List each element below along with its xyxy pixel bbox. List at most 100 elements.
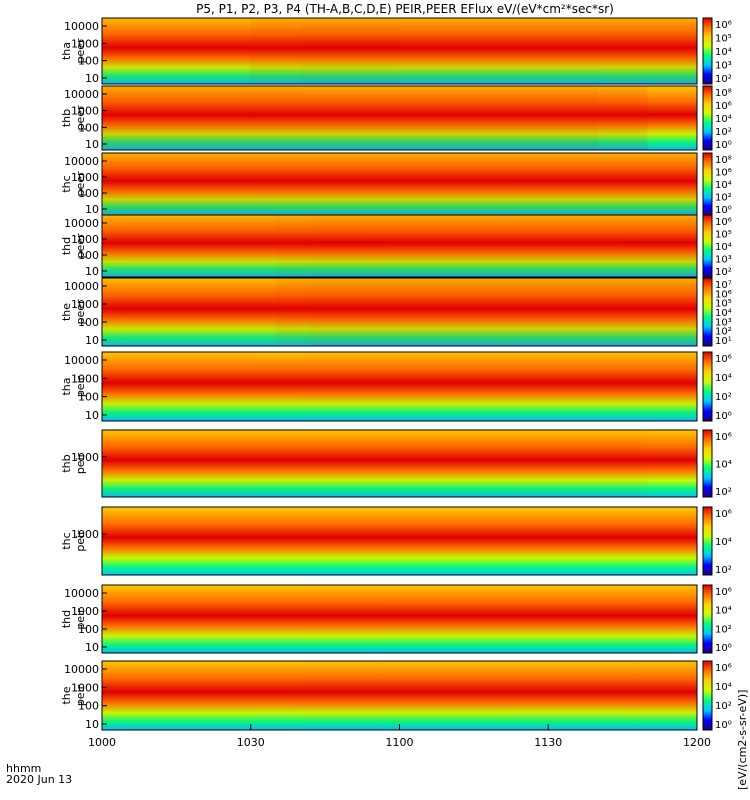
profile-segment [102, 215, 276, 277]
panel-species-label: peir [74, 452, 87, 474]
colorbar-tick-label: 10⁴ [715, 606, 732, 617]
colorbar-tick-label: 10⁶ [715, 20, 732, 31]
panel-species-label: peer [74, 105, 87, 131]
colorbar-tick-label: 10² [715, 392, 732, 403]
y-tick-label: 10 [85, 718, 99, 731]
colorbar-tick-label: 10⁶ [715, 168, 732, 179]
colorbar-tick-label: 10³ [715, 61, 732, 72]
y-tick-label: 10000 [64, 280, 99, 293]
colorbar-tick-label: 10⁸ [715, 88, 732, 99]
colorbar-tick-label: 10⁵ [715, 299, 732, 310]
y-tick-label: 10 [85, 641, 99, 654]
panel-frame [101, 429, 698, 498]
panel-the-peer: 10000 1000 100 10 the peer 10⁷10⁶10⁵10⁴10³10²1… [60, 277, 732, 347]
panel-frame [101, 506, 698, 576]
y-tick-label: 100 [78, 249, 99, 262]
panel-frame [101, 351, 698, 422]
y-tick-label: 100 [78, 121, 99, 134]
y-tick-label: 100 [78, 700, 99, 713]
colorbar-tick-label: 10⁴ [715, 460, 732, 471]
y-tick-label: 1000 [71, 528, 99, 541]
panel-spectrogram [102, 585, 697, 653]
profile-segment [300, 585, 697, 653]
colorbar-tick-label: 10⁶ [715, 663, 732, 674]
colorbar [702, 660, 713, 731]
profile-segment [399, 18, 598, 84]
colorbar-tick-label: 10² [715, 327, 732, 338]
colorbar-tick-label: 10² [715, 127, 732, 138]
profile-segment [102, 153, 697, 215]
colorbar-tick-label: 10⁰ [715, 411, 732, 422]
profile-segment [647, 430, 697, 497]
colorbar [702, 506, 713, 576]
colorbar-tick-label: 10² [715, 565, 732, 576]
y-tick-label: 10 [85, 72, 99, 85]
colorbar-label: [eV/(cm2-s-sr-eV)] [736, 690, 749, 790]
x-label-time: hhmm [6, 762, 41, 775]
profile-segment [310, 215, 697, 277]
y-tick-label: 10000 [64, 217, 99, 230]
x-tick-label: 1130 [534, 736, 562, 749]
panel-spectrogram [102, 86, 697, 150]
colorbar-tick-label: 10⁰ [715, 140, 732, 151]
colorbar-tick-label: 10⁷ [715, 280, 732, 291]
colorbar-tick-label: 10⁶ [715, 101, 732, 112]
colorbar [702, 85, 713, 151]
colorbar-tick-label: 10⁶ [715, 432, 732, 443]
profile-segment [102, 86, 598, 150]
panel-spectrogram [102, 18, 697, 84]
colorbar-tick-label: 10⁶ [715, 217, 732, 228]
panel-probe-label: thc [60, 532, 73, 549]
y-tick-label: 100 [78, 623, 99, 636]
panel-probe-label: tha [60, 42, 73, 60]
y-tick-label: 10000 [64, 663, 99, 676]
y-tick-label: 10 [85, 265, 99, 278]
panel-frame [101, 277, 698, 347]
x-tick-label: 1100 [386, 736, 414, 749]
panel-tha-peer: 10000 1000 100 10 tha peer 10⁶ 10⁵ 10⁴ 10³ 10² [60, 17, 732, 85]
panel-spectrogram [102, 352, 697, 421]
panel-species-label: peer [74, 299, 87, 325]
y-tick-label: 1000 [71, 233, 99, 246]
profile-segment [250, 18, 301, 84]
colorbar-tick-label: 10⁸ [715, 155, 732, 166]
colorbar-tick-label: 10³ [715, 317, 732, 328]
colorbar [702, 584, 713, 654]
x-tick-label: 1200 [683, 736, 711, 749]
y-tick-label: 1000 [71, 605, 99, 618]
colorbar-tick-label: 10⁶ [715, 289, 732, 300]
panel-probe-label: thb [60, 454, 73, 472]
x-label-date: 2020 Jun 13 [6, 773, 72, 786]
colorbar [702, 351, 713, 422]
colorbar-tick-label: 10⁶ [715, 587, 732, 598]
colorbar [702, 17, 713, 85]
x-tick-label: 1000 [88, 736, 116, 749]
profile-segment [300, 661, 697, 730]
colorbar-tick-label: 10¹ [715, 336, 732, 347]
y-tick-label: 10000 [64, 587, 99, 600]
y-tick-label: 100 [78, 391, 99, 404]
colorbar-tick-label: 10⁴ [715, 180, 732, 191]
colorbar [702, 429, 713, 498]
colorbar-tick-label: 10⁵ [715, 230, 732, 241]
panel-tha-peir: 10000 1000 100 10 tha peir 10⁶ 10⁴ 10² 10⁰ [60, 351, 732, 422]
panel-species-label: peir [74, 608, 87, 630]
y-tick-label: 10000 [64, 155, 99, 168]
y-tick-label: 1000 [71, 451, 99, 464]
panel-thb-peer: 10000 1000 100 10 thb peer 10⁸ 10⁶ 10⁴ 10² 10⁰ [60, 85, 732, 151]
profile-segment [102, 278, 276, 346]
y-tick-label: 10000 [64, 354, 99, 367]
profile-segment [597, 18, 697, 84]
y-tick-label: 100 [78, 187, 99, 200]
x-axis: 1000 1030 1100 1130 1200 [88, 724, 711, 749]
colorbar-tick-label: 10⁴ [715, 308, 732, 319]
colorbar-tick-label: 10⁴ [715, 242, 732, 253]
colorbar [702, 277, 713, 347]
panel-spectrogram [102, 661, 697, 730]
panel-species-label: peir [74, 375, 87, 397]
panel-probe-label: thb [60, 109, 73, 127]
